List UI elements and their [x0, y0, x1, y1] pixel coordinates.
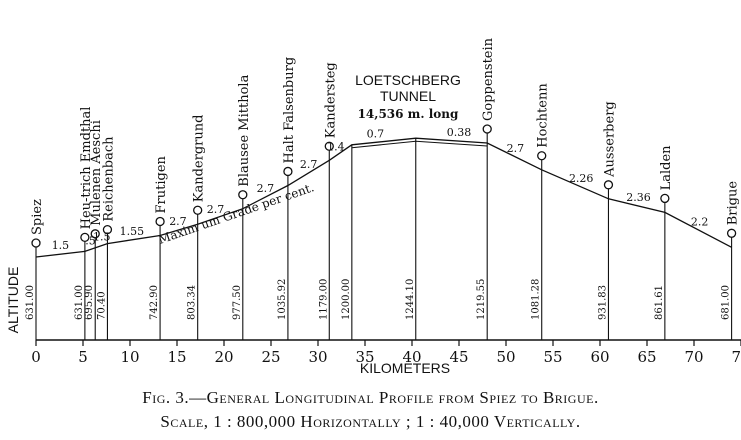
station-marker — [193, 205, 203, 215]
station-altitude: 1081.28 — [531, 279, 542, 320]
station-name: Frutigen — [154, 155, 169, 213]
station-altitude: 742.90 — [149, 285, 160, 320]
station-name: Blausee Mitthola — [237, 74, 252, 186]
station-altitude: 681.00 — [721, 285, 732, 320]
station-marker — [324, 141, 334, 151]
tick-label: 45 — [449, 348, 468, 366]
station-name: Brigue — [726, 181, 741, 226]
station-marker — [155, 216, 165, 227]
grade-label: 2.7 — [300, 158, 318, 171]
grade-label: 2.7 — [257, 182, 275, 195]
altitude-label: 1200.00 — [341, 279, 352, 320]
station-name: Hochtenn — [536, 83, 551, 148]
station-altitude: 70.40 — [96, 291, 107, 320]
tick-label: 40 — [402, 348, 421, 366]
tick-label: 30 — [308, 348, 327, 366]
tunnel-length: 14,536 m. long — [358, 107, 459, 121]
station-altitude: 803.34 — [187, 285, 198, 320]
altitude-label: 1244.10 — [405, 279, 416, 320]
station-marker — [90, 229, 100, 239]
grade-label: 2.26 — [569, 172, 594, 185]
station-altitude: 861.61 — [654, 285, 665, 320]
station-marker — [482, 124, 492, 134]
station-marker — [660, 193, 670, 204]
station-marker — [726, 228, 737, 238]
grade-label: 1.5 — [52, 239, 70, 252]
x-axis: 0 5 10 15 20 25 30 35 40 45 50 55 60 65 70 75 — [31, 339, 741, 366]
grade-label: 0.7 — [367, 127, 385, 140]
tick-label: 0 — [31, 348, 41, 366]
station-marker — [102, 224, 113, 235]
grade-label: 2.7 — [507, 142, 525, 155]
station-altitude: 977.50 — [232, 285, 243, 320]
station-altitude: 1179.00 — [318, 279, 329, 320]
station-marker — [238, 190, 248, 200]
tick-label: 15 — [167, 348, 186, 366]
tick-label: 50 — [496, 348, 515, 366]
tick-label: 55 — [543, 348, 562, 366]
tick-label: 70 — [684, 348, 703, 366]
tick-label: 5 — [78, 348, 88, 366]
grade-label: 2.36 — [626, 191, 651, 204]
station-altitude: 1219.55 — [476, 279, 487, 320]
tick-label: 35 — [355, 348, 374, 366]
grade-label: 1.5 — [93, 231, 111, 244]
grade-label: 2.7 — [207, 203, 225, 216]
grade-label: 2.2 — [691, 216, 709, 229]
station-marker — [31, 238, 41, 248]
figure-caption-line2: Scale, 1 : 800,000 Horizontally ; 1 : 40… — [160, 412, 581, 431]
station-altitude: 1035.92 — [277, 279, 288, 320]
station-altitude: 631.00 — [25, 285, 36, 320]
y-axis-label: ALTITUDE — [5, 267, 21, 334]
grade-label: 1.4 — [327, 141, 345, 154]
station-name: Halt Falsenburg — [282, 57, 297, 164]
grade-label: 0.38 — [447, 126, 472, 139]
station-name: Reichenbach — [101, 136, 116, 222]
station-name: Kandersteg — [323, 62, 338, 138]
station-name: Kandergrund — [192, 115, 207, 203]
station-name: Mulenen Aeschi — [89, 120, 104, 226]
grade-label: .5 — [85, 234, 96, 247]
station-marker — [283, 166, 293, 177]
stations: Spiez 631.00 Heu-trich Emdthal 631.00 Mulene… — [25, 37, 741, 340]
tick-label: 65 — [637, 348, 656, 366]
tick-label: 60 — [590, 348, 609, 366]
tick-label: 10 — [120, 348, 139, 366]
axis-note: Maxim um Grade per cent. — [156, 180, 315, 247]
extra-altitudes: 1200.00 1244.10 — [341, 138, 417, 340]
tick-label: 20 — [214, 348, 233, 366]
station-name: Heu-trich Emdthal — [79, 107, 94, 230]
tunnel-title-line1: LOETSCHBERG — [355, 72, 461, 88]
station-marker — [80, 232, 90, 243]
station-altitude: 695.90 — [84, 285, 95, 320]
grade-label: 1.55 — [120, 225, 145, 238]
grade-label: 2.7 — [169, 215, 187, 228]
station-altitude: 631.00 — [74, 285, 85, 320]
station-altitude: 931.83 — [597, 285, 608, 320]
station-marker — [603, 180, 614, 190]
x-axis-label: KILOMETERS — [360, 360, 450, 376]
station-name: Lalden — [659, 145, 674, 191]
tick-label: 25 — [261, 348, 280, 366]
station-name: Ausserberg — [602, 101, 617, 178]
grade-labels: 1.5.51.5 1.552.72.72.72.71.40.7 0.382.72.2… — [52, 126, 709, 252]
tick-label: 75 — [731, 348, 741, 366]
figure-caption-line1: Fig. 3.—General Longitudinal Profile fro… — [142, 388, 599, 407]
station-name: Spiez — [30, 199, 45, 235]
tunnel-title-line2: TUNNEL — [380, 88, 436, 104]
station-name: Goppenstein — [481, 37, 496, 121]
station-marker — [537, 151, 547, 161]
